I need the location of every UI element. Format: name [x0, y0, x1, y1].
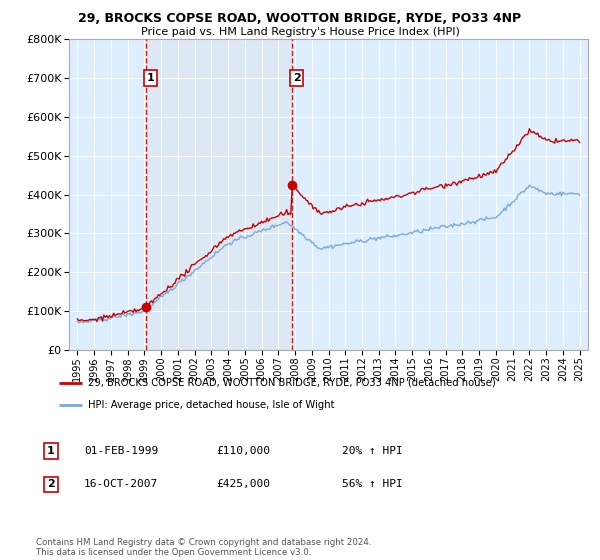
- Text: 20% ↑ HPI: 20% ↑ HPI: [342, 446, 403, 456]
- Text: 1: 1: [47, 446, 55, 456]
- Text: Contains HM Land Registry data © Crown copyright and database right 2024.
This d: Contains HM Land Registry data © Crown c…: [36, 538, 371, 557]
- Text: 16-OCT-2007: 16-OCT-2007: [84, 479, 158, 489]
- Text: Price paid vs. HM Land Registry's House Price Index (HPI): Price paid vs. HM Land Registry's House …: [140, 27, 460, 37]
- Text: 29, BROCKS COPSE ROAD, WOOTTON BRIDGE, RYDE, PO33 4NP: 29, BROCKS COPSE ROAD, WOOTTON BRIDGE, R…: [79, 12, 521, 25]
- Text: 1: 1: [147, 73, 155, 83]
- Bar: [146, 39, 292, 350]
- Text: HPI: Average price, detached house, Isle of Wight: HPI: Average price, detached house, Isle…: [88, 400, 334, 410]
- Text: 2: 2: [293, 73, 301, 83]
- Text: 01-FEB-1999: 01-FEB-1999: [84, 446, 158, 456]
- Text: 56% ↑ HPI: 56% ↑ HPI: [342, 479, 403, 489]
- Text: £110,000: £110,000: [216, 446, 270, 456]
- Text: £425,000: £425,000: [216, 479, 270, 489]
- Text: 2: 2: [47, 479, 55, 489]
- Text: 29, BROCKS COPSE ROAD, WOOTTON BRIDGE, RYDE, PO33 4NP (detached house): 29, BROCKS COPSE ROAD, WOOTTON BRIDGE, R…: [88, 378, 496, 388]
